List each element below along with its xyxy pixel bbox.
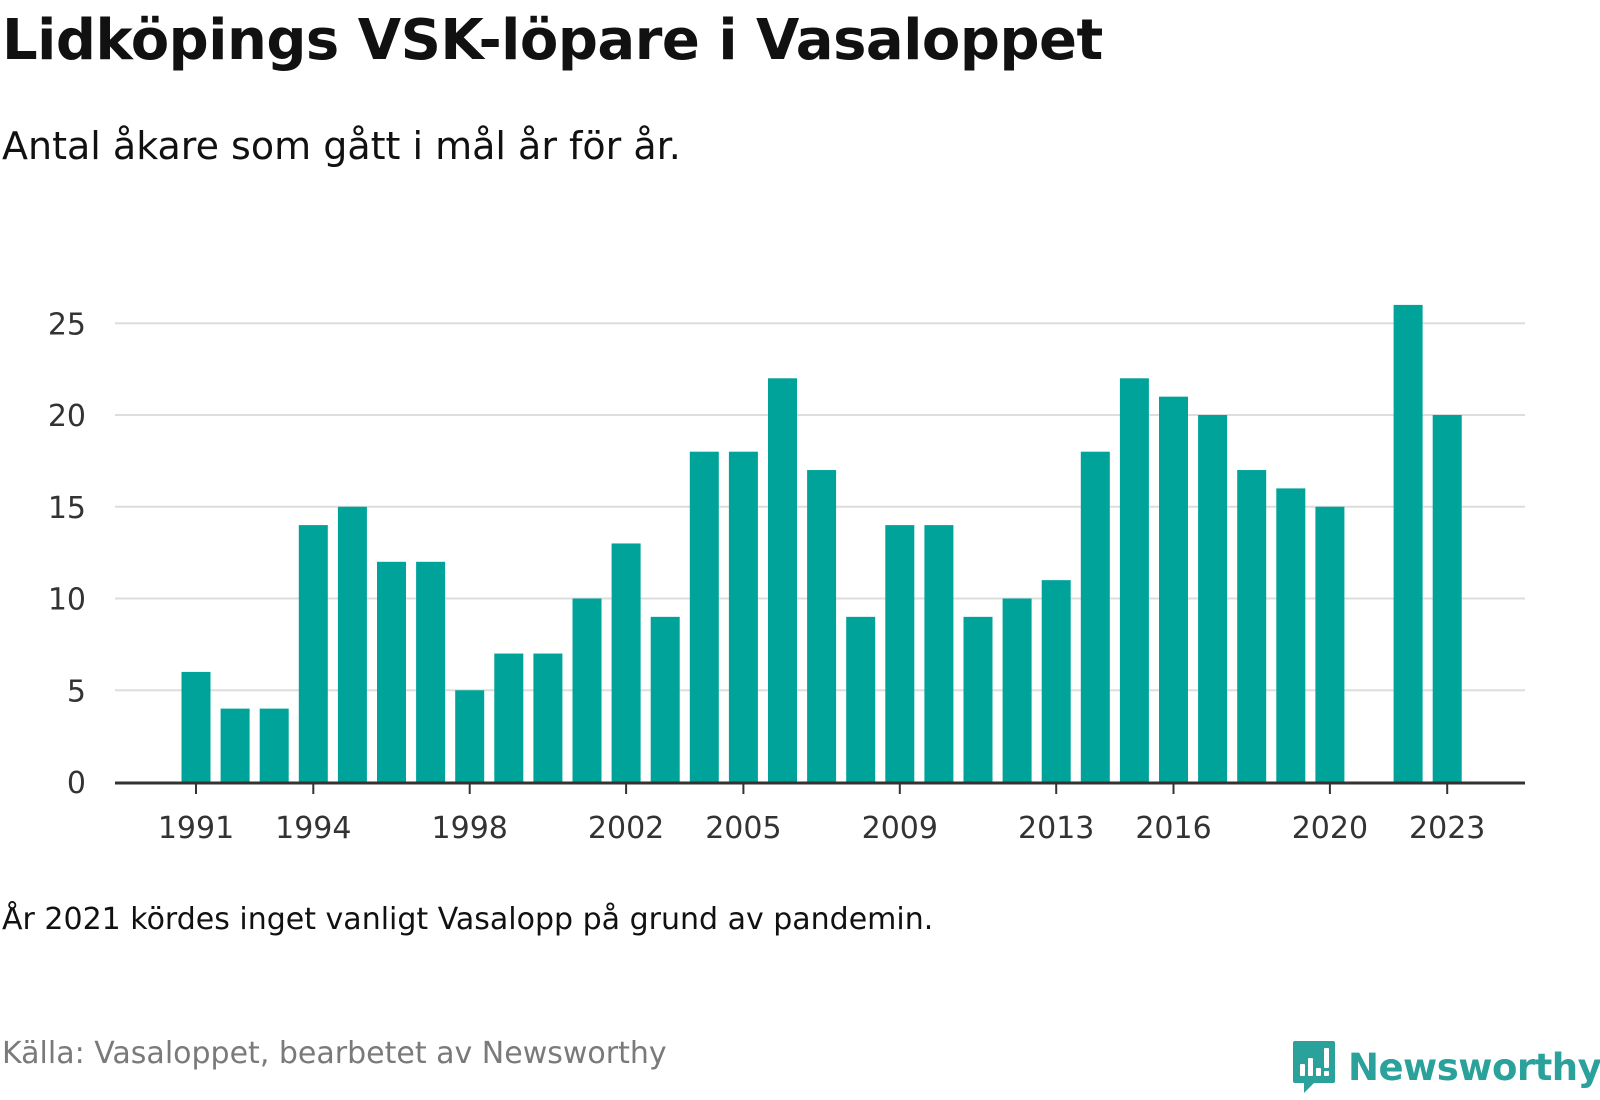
brand-logo: Newsworthy [1292, 1040, 1600, 1094]
bar-2002 [611, 543, 641, 782]
bar-2016 [1159, 396, 1188, 782]
bar-2018 [1237, 470, 1267, 782]
bar-2001 [572, 598, 602, 782]
y-tick-label: 0 [67, 766, 86, 801]
bar-2020 [1315, 506, 1345, 782]
bar-2011 [963, 616, 993, 782]
bar-2014 [1080, 451, 1110, 782]
bar-2013 [1041, 580, 1071, 782]
x-tick-label: 1998 [432, 811, 508, 846]
bar-1998 [455, 690, 485, 782]
brand-name: Newsworthy [1348, 1045, 1600, 1089]
bar-2019 [1276, 488, 1306, 782]
bar-2008 [846, 616, 876, 782]
bar-2007 [807, 470, 837, 782]
bar-1997 [416, 561, 446, 782]
x-tick-label: 2023 [1409, 811, 1485, 846]
bar-1995 [337, 506, 367, 782]
bar-2009 [885, 525, 915, 782]
bars [181, 304, 1462, 782]
chart-subtitle: Antal åkare som gått i mål år för år. [2, 124, 681, 168]
bar-2004 [689, 451, 719, 782]
bar-2005 [728, 451, 758, 782]
y-tick-label: 5 [67, 674, 86, 709]
x-axis [115, 781, 1525, 794]
chart-title: Lidköpings VSK-löpare i Vasaloppet [2, 8, 1103, 73]
x-tick-label: 2005 [705, 811, 781, 846]
bar-2023 [1432, 415, 1462, 782]
bar-chart: 0 5 10 15 20 25 1991 1994 1998 2002 2005 2009 2013 2… [48, 304, 1525, 846]
bar-1991 [181, 671, 211, 782]
bar-1994 [298, 525, 328, 782]
x-tick-label: 1991 [158, 811, 234, 846]
x-tick-label: 2020 [1292, 811, 1368, 846]
y-tick-labels: 0 5 10 15 20 25 [48, 307, 86, 801]
x-tick-label: 2016 [1135, 811, 1211, 846]
x-tick-label: 1994 [275, 811, 351, 846]
footnote: År 2021 kördes inget vanligt Vasalopp på… [2, 902, 934, 937]
x-tick-label: 2009 [862, 811, 938, 846]
source-credit: Källa: Vasaloppet, bearbetet av Newswort… [2, 1036, 667, 1071]
bar-2010 [924, 525, 954, 782]
newsworthy-logo-icon [1293, 1041, 1335, 1093]
bar-2012 [1002, 598, 1032, 782]
x-tick-label: 2013 [1018, 811, 1094, 846]
bar-2006 [768, 378, 797, 782]
x-tick-label: 2002 [588, 811, 664, 846]
bar-1993 [259, 708, 289, 782]
y-tick-label: 15 [48, 491, 86, 526]
bar-1992 [220, 708, 250, 782]
bar-2003 [650, 616, 680, 782]
bar-2015 [1119, 378, 1149, 782]
y-tick-label: 25 [48, 307, 86, 342]
bar-2022 [1393, 304, 1423, 782]
bar-1996 [377, 561, 406, 782]
y-tick-label: 10 [48, 583, 86, 618]
y-tick-label: 20 [48, 399, 86, 434]
bar-2000 [533, 653, 563, 782]
x-tick-labels: 1991 1994 1998 2002 2005 2009 2013 2016 2020 2023 [158, 811, 1486, 846]
bar-1999 [494, 653, 524, 782]
bar-2017 [1198, 415, 1228, 782]
